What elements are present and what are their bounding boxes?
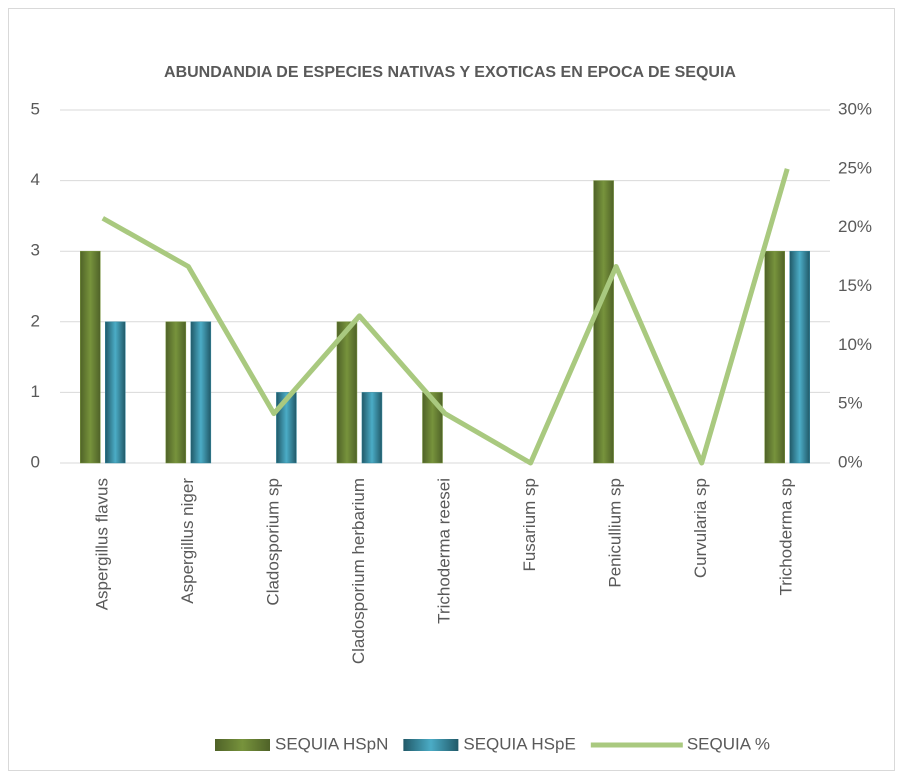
legend-swatch — [215, 739, 270, 751]
y-tick-label: 3 — [31, 241, 40, 260]
y2-tick-label: 25% — [838, 158, 872, 177]
legend-label: SEQUIA HSpE — [463, 734, 575, 753]
bar — [789, 250, 810, 464]
y2-tick-label: 0% — [838, 452, 863, 471]
x-tick-label: Curvularia sp — [691, 478, 710, 578]
chart-frame — [8, 8, 895, 771]
line — [101, 168, 790, 466]
bar — [764, 250, 785, 464]
x-tick-label: Fusarium sp — [520, 478, 539, 572]
bar — [105, 321, 126, 464]
y-tick-label: 2 — [31, 311, 40, 330]
y-tick-label: 1 — [31, 382, 40, 401]
x-tick-label: Cladosporium sp — [263, 478, 282, 606]
bar — [593, 180, 614, 464]
bar — [276, 392, 297, 464]
bar — [336, 321, 358, 464]
legend-swatch — [403, 739, 459, 751]
bar — [190, 321, 212, 464]
bar — [165, 321, 187, 464]
y-tick-label: 5 — [31, 99, 40, 118]
bar — [422, 392, 443, 464]
y-tick-label: 4 — [31, 170, 40, 189]
bar — [361, 392, 383, 464]
y2-tick-label: 20% — [838, 217, 872, 236]
x-tick-label: Cladosporium herbarium — [349, 478, 368, 664]
x-tick-label: Trichoderma reesei — [434, 478, 453, 624]
legend-label: SEQUIA % — [687, 734, 770, 753]
bar — [80, 250, 101, 464]
y2-tick-label: 10% — [838, 335, 872, 354]
y-tick-label: 0 — [31, 452, 40, 471]
x-tick-label: Aspergillus flavus — [92, 478, 111, 610]
y2-tick-label: 30% — [838, 99, 872, 118]
legend-label: SEQUIA HSpN — [275, 734, 388, 753]
y2-tick-label: 15% — [838, 276, 872, 295]
x-tick-label: Penicullium sp — [606, 478, 625, 588]
y2-tick-label: 5% — [838, 394, 863, 413]
chart-title: ABUNDANDIA DE ESPECIES NATIVAS Y EXOTICA… — [164, 64, 736, 81]
x-tick-label: Trichoderma sp — [777, 478, 796, 595]
x-tick-label: Aspergillus niger — [178, 478, 197, 604]
